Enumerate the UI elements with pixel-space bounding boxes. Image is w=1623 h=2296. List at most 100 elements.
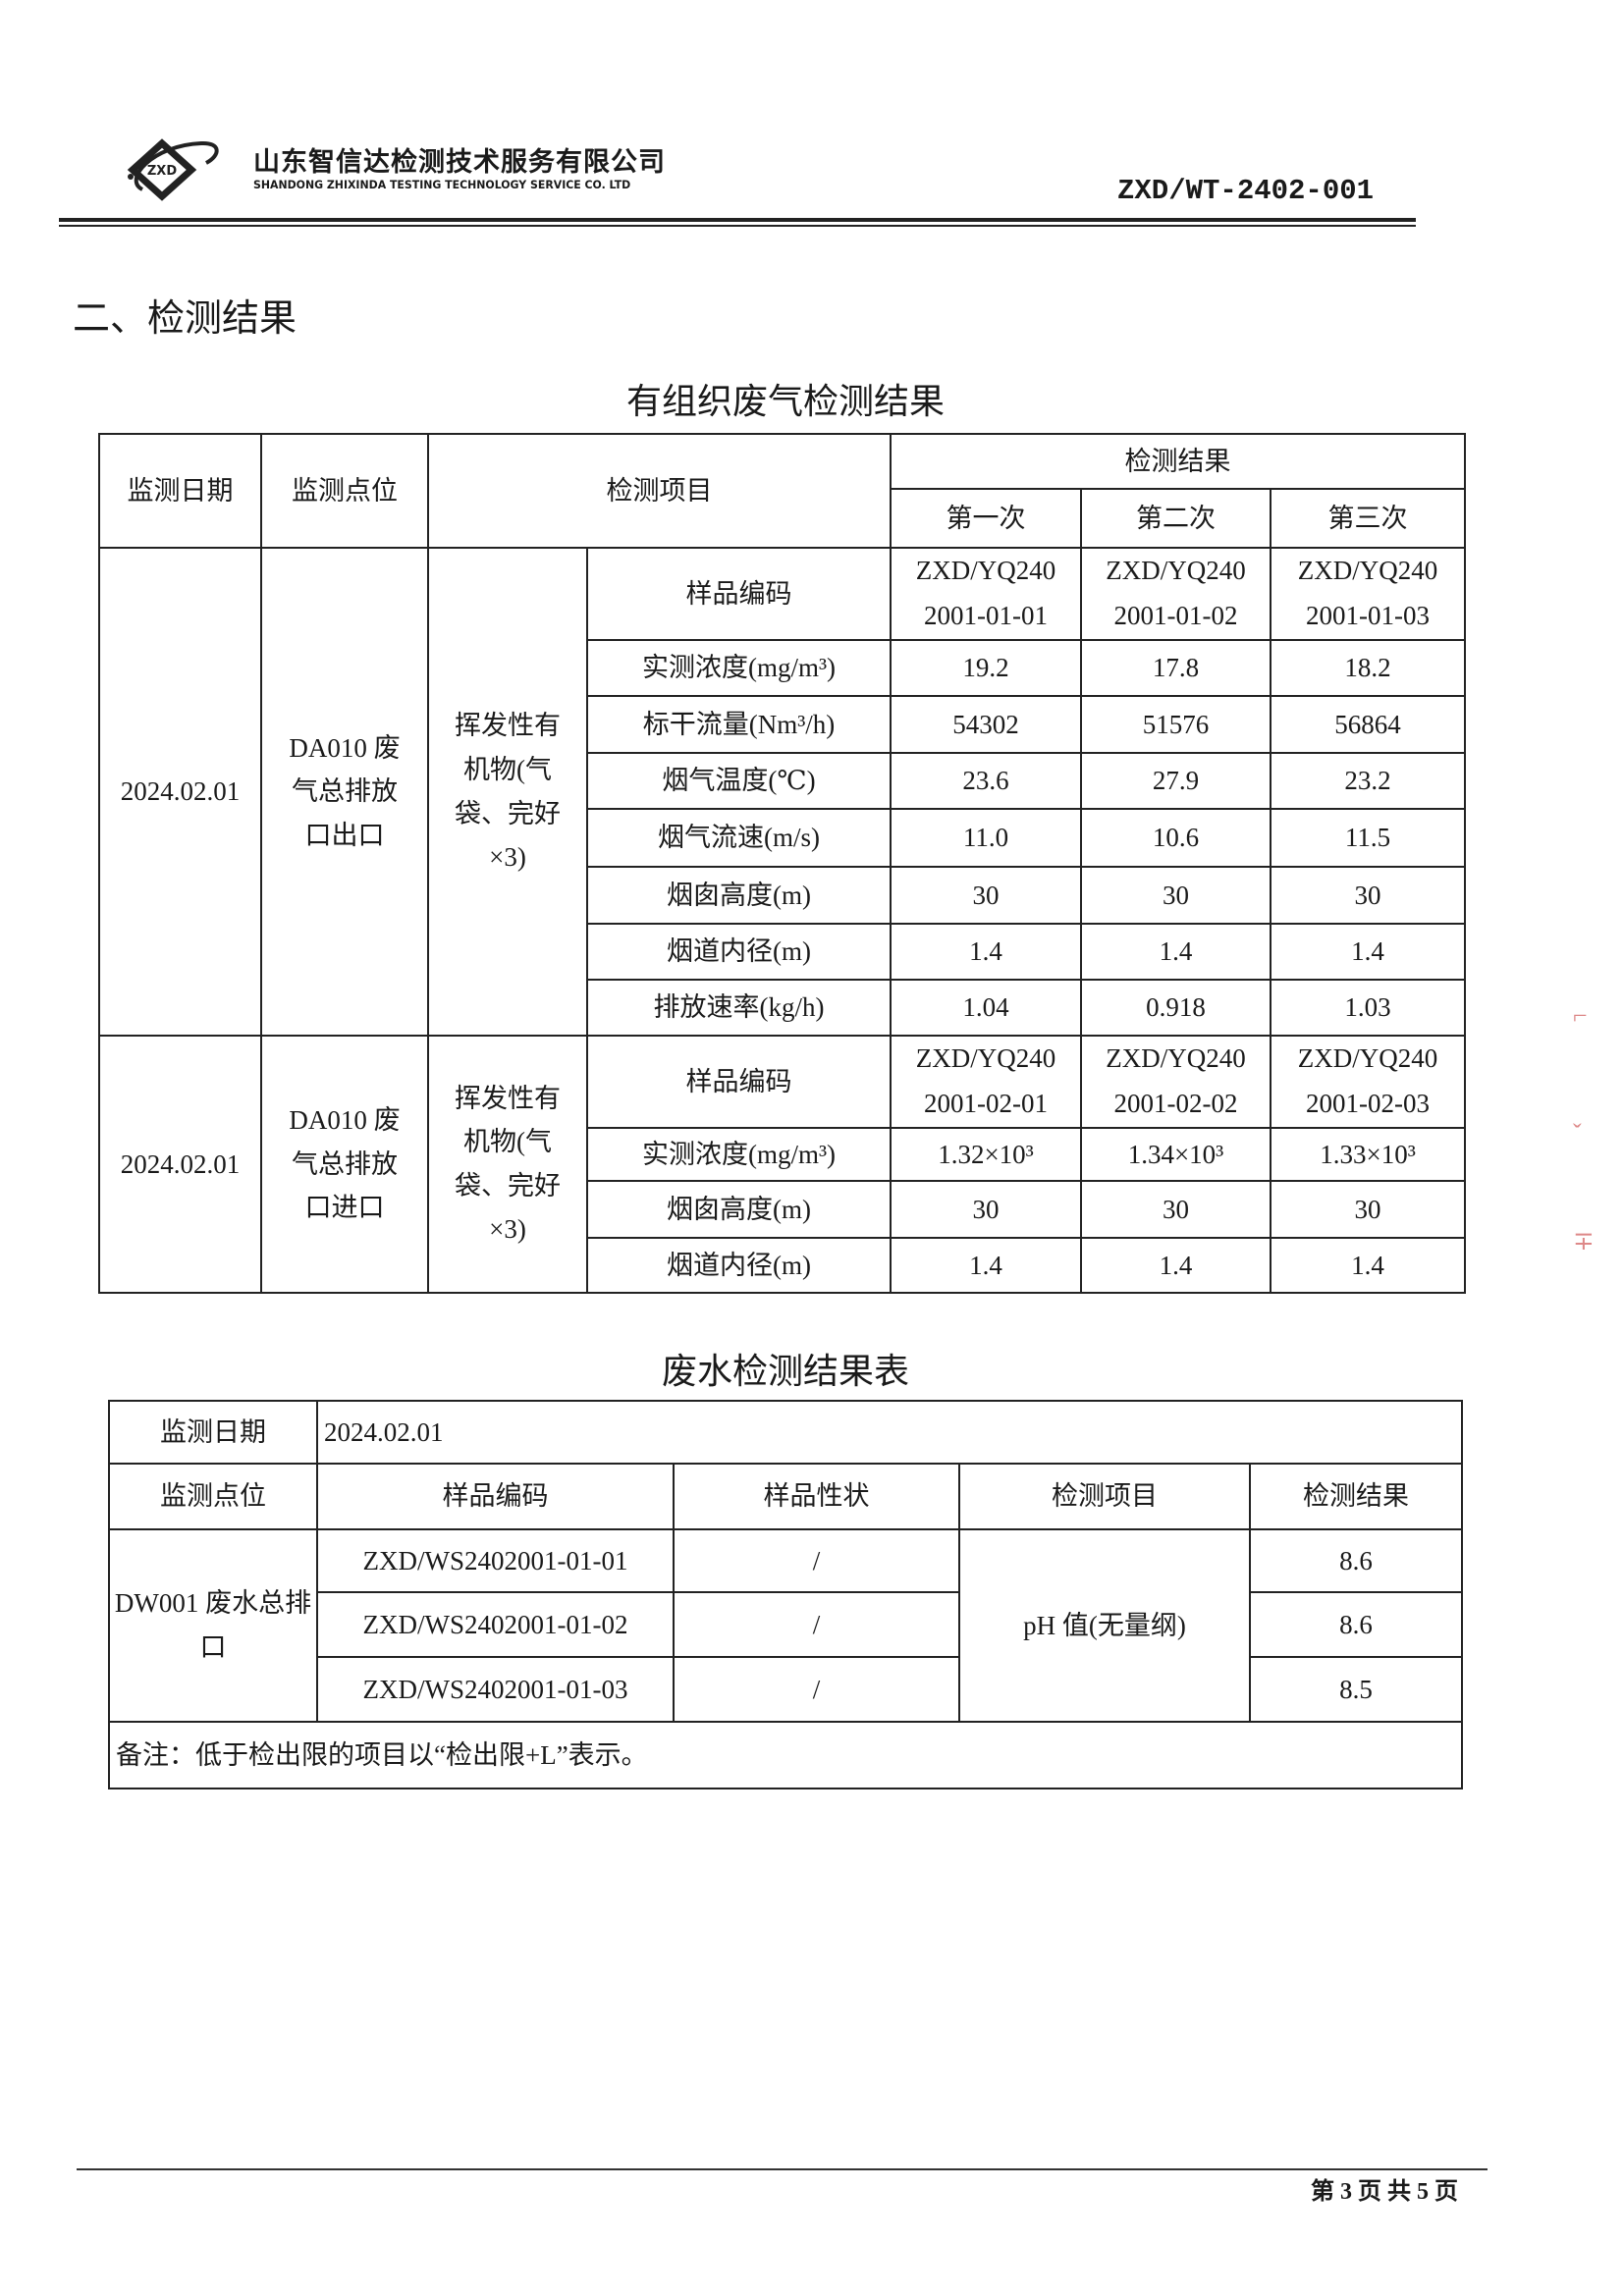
result-value: 1.4 <box>1269 923 1467 981</box>
parameter-name: 标干流量(Nm³/h) <box>586 695 892 754</box>
header-run-1: 第一次 <box>890 488 1082 549</box>
table-row: 2024.02.01 DA010 废气总排放口出口 挥发性有机物(气袋、完好×3) 样… <box>98 547 1467 1037</box>
result-value: 17.8 <box>1080 639 1271 697</box>
water-results-table: 监测日期 2024.02.01 监测点位 样品编码 样品性状 检测项目 检测结果… <box>108 1400 1463 1789</box>
table-row: 烟气流速(m/s) 11.0 10.6 11.5 <box>99 808 1467 868</box>
result-value: ZXD/YQ240 2001-01-01 <box>890 547 1082 641</box>
table-row: 实测浓度(mg/m³) 1.32×10³ 1.34×10³ 1.33×10³ <box>99 1126 1467 1182</box>
sample-state: / <box>673 1528 960 1593</box>
result-value: 8.5 <box>1249 1656 1463 1723</box>
result-value: 1.04 <box>890 979 1082 1037</box>
result-value: 1.34×10³ <box>1080 1126 1271 1182</box>
result-value: 30 <box>1080 866 1271 925</box>
test-item: 挥发性有机物(气袋、完好×3) <box>427 547 588 1037</box>
result-value: 30 <box>890 866 1082 925</box>
section-title: 二、检测结果 <box>73 296 298 340</box>
result-value: 23.6 <box>890 752 1082 810</box>
result-value: 19.2 <box>890 639 1082 697</box>
parameter-name: 烟气温度(℃) <box>586 752 892 810</box>
header-rule-thin <box>59 225 1416 227</box>
sample-state: / <box>673 1656 960 1723</box>
header-run-2: 第二次 <box>1080 488 1271 549</box>
table-row: 排放速率(kg/h) 1.04 0.918 1.03 <box>99 979 1467 1037</box>
seal-edge-mark: ∓ <box>1573 1227 1595 1255</box>
sample-code: ZXD/WS2402001-01-01 <box>316 1528 675 1593</box>
header-point: 监测点位 <box>108 1463 318 1530</box>
result-value: 11.0 <box>890 808 1082 868</box>
result-value: ZXD/YQ240 2001-01-02 <box>1080 547 1271 641</box>
table-row: 实测浓度(mg/m³) 19.2 17.8 18.2 <box>99 639 1467 697</box>
gas-results-table: 监测日期 监测点位 检测项目 检测结果 第一次 第二次 第三次 2024.02.… <box>98 433 1467 1294</box>
result-value: 30 <box>1269 1179 1467 1239</box>
result-value: 1.4 <box>1080 1236 1271 1294</box>
sample-state: / <box>673 1591 960 1658</box>
result-value: 1.33×10³ <box>1269 1126 1467 1182</box>
company-name-cn: 山东智信达检测技术服务有限公司 <box>253 147 666 178</box>
page-number: 第 3 页 共 5 页 <box>1311 2179 1458 2205</box>
result-value: ZXD/YQ240 2001-02-01 <box>890 1035 1082 1129</box>
result-value: 10.6 <box>1080 808 1271 868</box>
result-value: 18.2 <box>1269 639 1467 697</box>
result-value: 0.918 <box>1080 979 1271 1037</box>
parameter-name: 烟道内径(m) <box>586 923 892 981</box>
parameter-name: 烟囱高度(m) <box>586 866 892 925</box>
result-value: 54302 <box>890 695 1082 754</box>
monitoring-point: DW001 废水总排口 <box>108 1528 318 1723</box>
header-state: 样品性状 <box>673 1463 960 1530</box>
monitoring-point: DA010 废气总排放口出口 <box>260 547 429 1037</box>
seal-edge-mark: ˇ <box>1573 1119 1582 1148</box>
header-point: 监测点位 <box>260 433 429 549</box>
sample-code: ZXD/WS2402001-01-02 <box>316 1591 675 1658</box>
parameter-name: 烟气流速(m/s) <box>586 808 892 868</box>
table-row: 烟道内径(m) 1.4 1.4 1.4 <box>99 923 1467 981</box>
parameter-name: 实测浓度(mg/m³) <box>586 639 892 697</box>
header-date: 监测日期 <box>98 433 262 549</box>
result-value: 1.03 <box>1269 979 1467 1037</box>
header-result: 检测结果 <box>889 433 1467 490</box>
footer-rule <box>77 2168 1488 2170</box>
parameter-name: 实测浓度(mg/m³) <box>586 1126 892 1182</box>
document-number: ZXD/WT-2402-001 <box>1117 175 1375 207</box>
result-value: 1.4 <box>1080 923 1271 981</box>
header-item: 检测项目 <box>958 1463 1251 1530</box>
header-code: 样品编码 <box>316 1463 675 1530</box>
result-value: 1.4 <box>890 923 1082 981</box>
parameter-name: 烟囱高度(m) <box>586 1179 892 1239</box>
header-rule <box>59 218 1416 222</box>
svg-text:ZXD: ZXD <box>147 164 177 179</box>
result-value: 56864 <box>1269 695 1467 754</box>
parameter-name: 排放速率(kg/h) <box>586 979 892 1037</box>
header-run-3: 第三次 <box>1269 488 1467 549</box>
result-value: 1.32×10³ <box>890 1126 1082 1182</box>
header-item: 检测项目 <box>427 433 892 549</box>
parameter-name: 样品编码 <box>586 547 892 641</box>
result-value: ZXD/YQ240 2001-02-02 <box>1080 1035 1271 1129</box>
test-item: 挥发性有机物(气袋、完好×3) <box>427 1035 588 1294</box>
result-value: 30 <box>1269 866 1467 925</box>
result-value: 8.6 <box>1249 1528 1463 1593</box>
monitoring-date: 2024.02.01 <box>98 547 262 1037</box>
result-value: ZXD/YQ240 2001-02-03 <box>1269 1035 1467 1129</box>
result-value: 27.9 <box>1080 752 1271 810</box>
result-value: 8.6 <box>1249 1591 1463 1658</box>
table-row: 烟道内径(m) 1.4 1.4 1.4 <box>99 1236 1467 1294</box>
result-value: 1.4 <box>1269 1236 1467 1294</box>
monitoring-date: 2024.02.01 <box>98 1035 262 1294</box>
table-row: 烟囱高度(m) 30 30 30 <box>99 1179 1467 1239</box>
table-note: 备注：低于检出限的项目以“检出限+L”表示。 <box>108 1721 1463 1789</box>
sample-code: ZXD/WS2402001-01-03 <box>316 1656 675 1723</box>
parameter-name: 样品编码 <box>586 1035 892 1129</box>
water-table-title: 废水检测结果表 <box>661 1352 909 1392</box>
table-row: 烟囱高度(m) 30 30 30 <box>99 866 1467 925</box>
result-value: 51576 <box>1080 695 1271 754</box>
result-value: 30 <box>890 1179 1082 1239</box>
date-label: 监测日期 <box>108 1400 318 1465</box>
company-logo: ZXD <box>127 138 219 201</box>
result-value: 11.5 <box>1269 808 1467 868</box>
table-row: 烟气温度(℃) 23.6 27.9 23.2 <box>99 752 1467 810</box>
date-value: 2024.02.01 <box>316 1400 1463 1465</box>
result-value: ZXD/YQ240 2001-01-03 <box>1269 547 1467 641</box>
header-result: 检测结果 <box>1249 1463 1463 1530</box>
result-value: 30 <box>1080 1179 1271 1239</box>
table-row: 2024.02.01 DA010 废气总排放口进口 挥发性有机物(气袋、完好×3) 样… <box>98 1035 1467 1294</box>
